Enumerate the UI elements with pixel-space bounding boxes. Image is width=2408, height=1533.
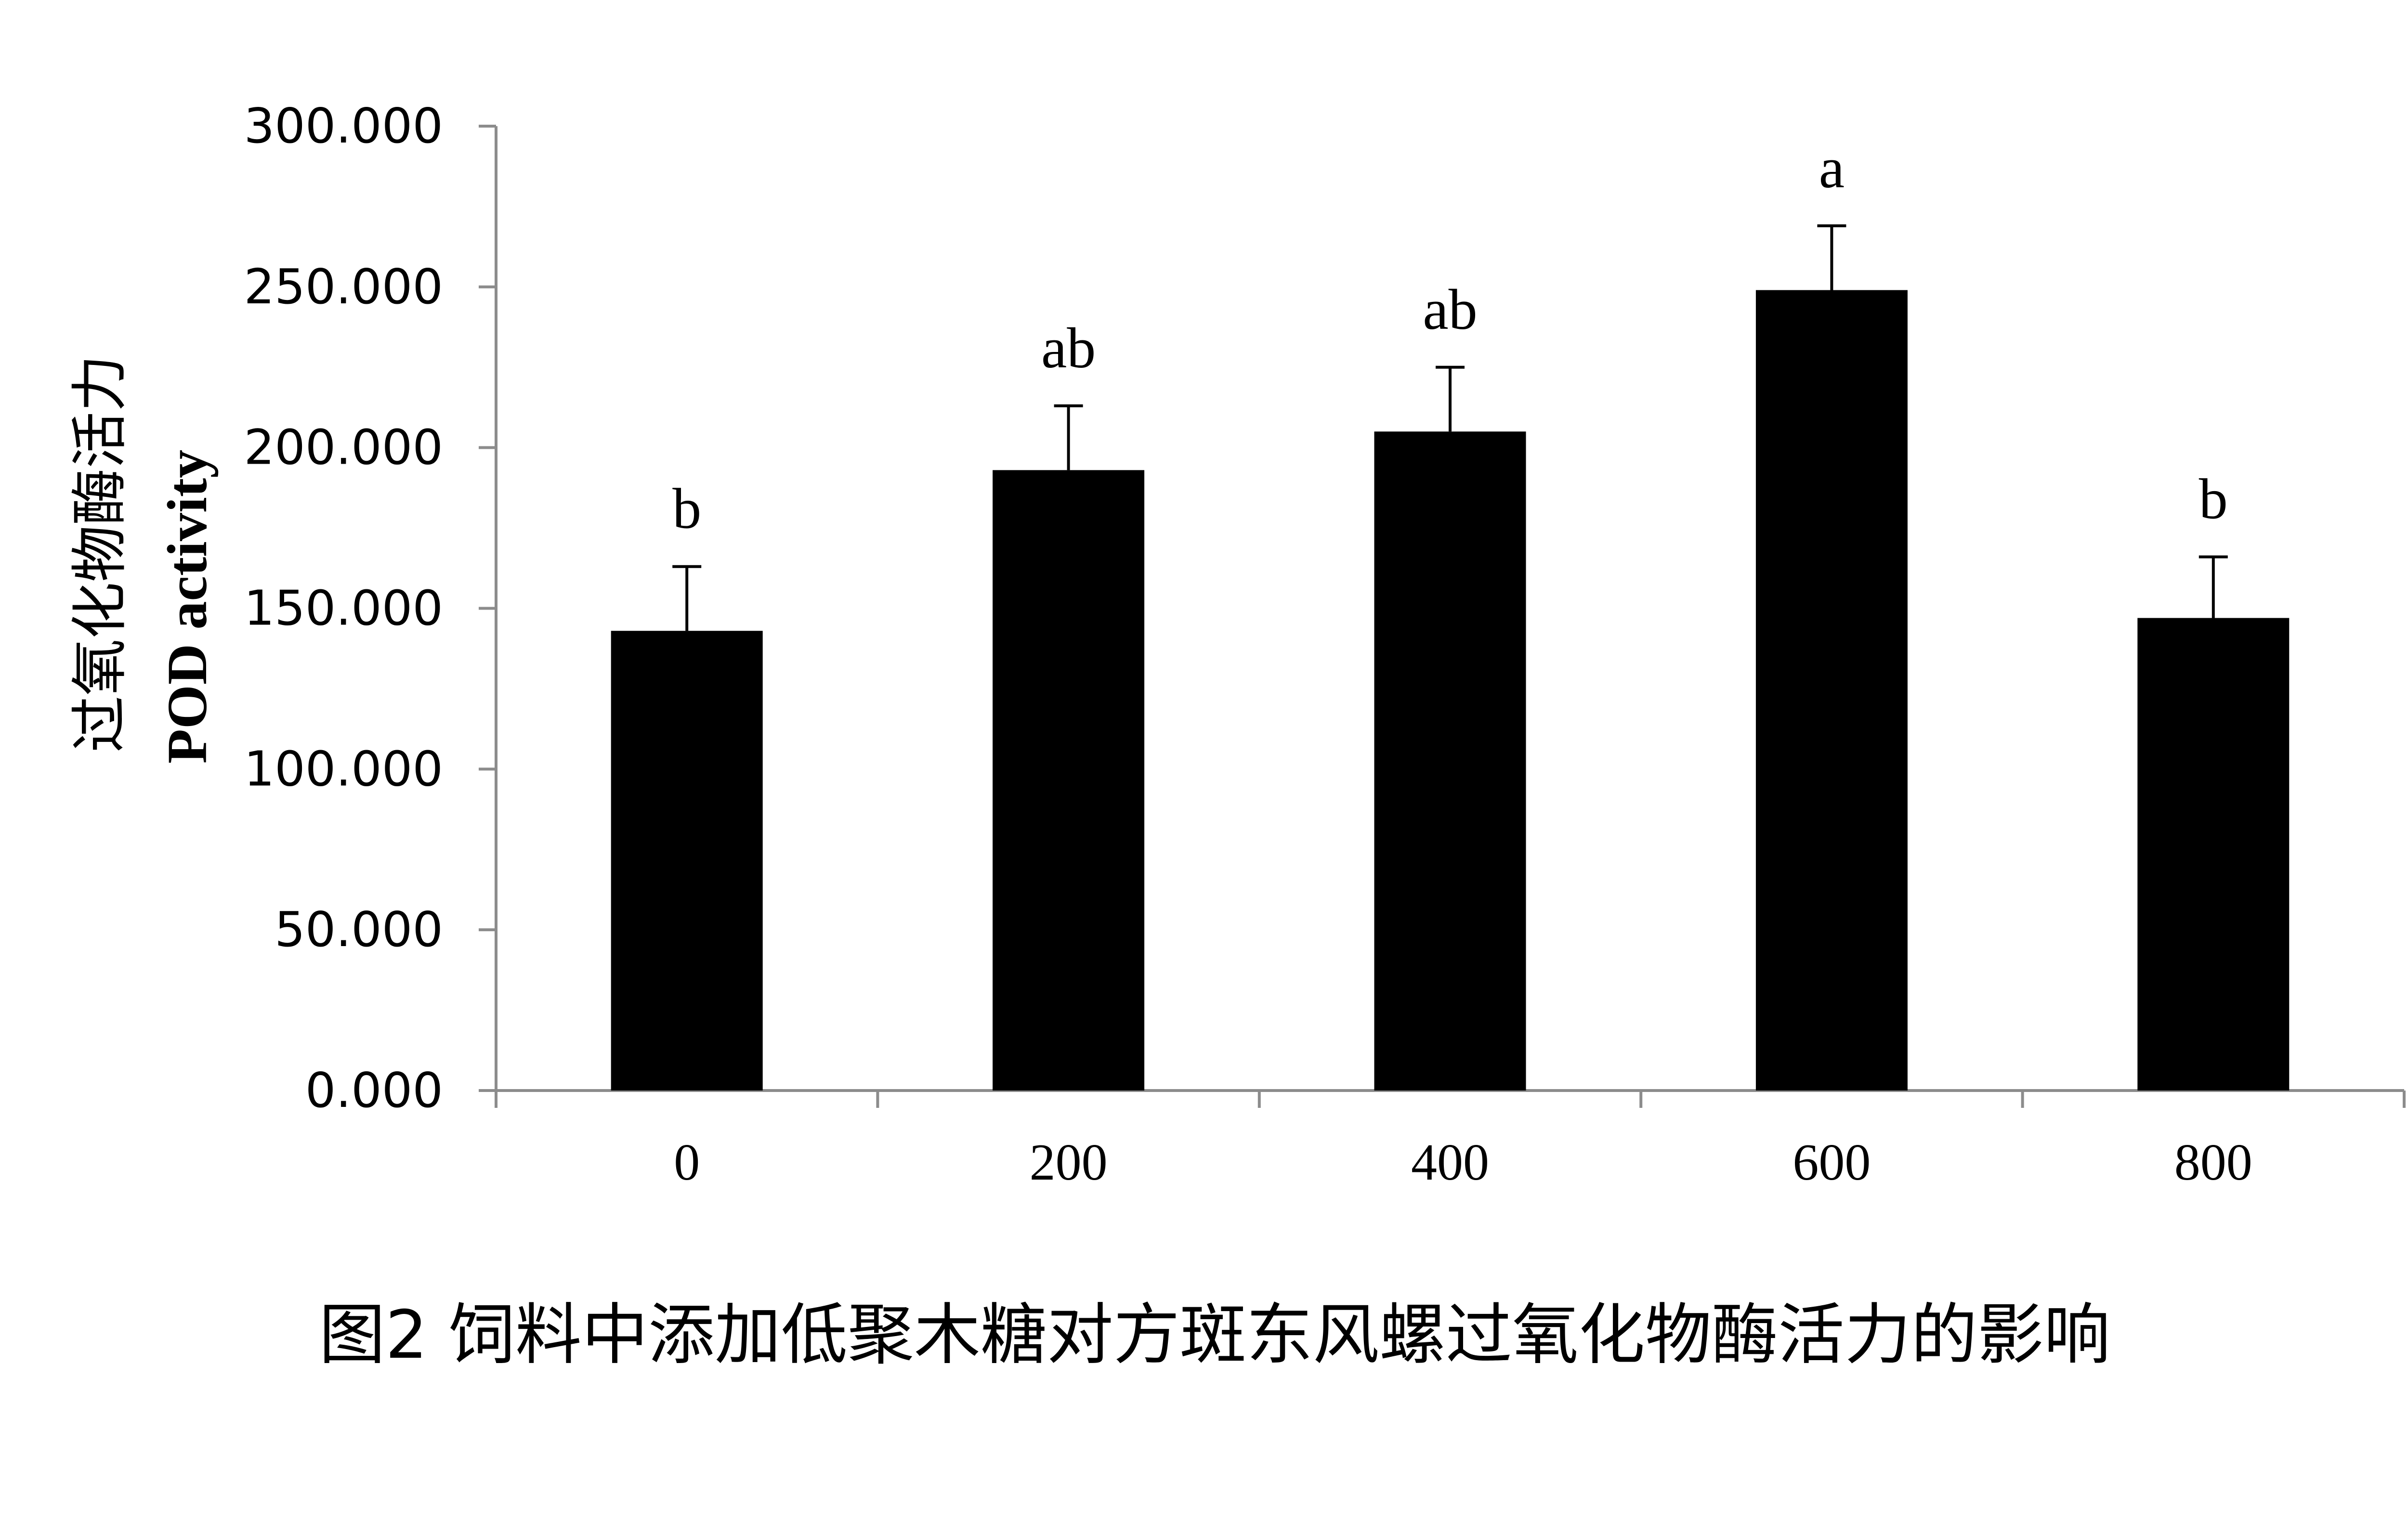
x-tick-label: 600 <box>1793 1134 1871 1191</box>
x-tick-label: 0 <box>674 1134 700 1191</box>
y-tick-label: 50.000 <box>275 901 443 958</box>
y-tick-label: 200.000 <box>244 419 443 476</box>
significance-label: b <box>2199 467 2228 531</box>
significance-label: ab <box>1423 277 1477 341</box>
x-tick-label: 200 <box>1030 1134 1108 1191</box>
y-tick-label: 150.000 <box>244 580 443 637</box>
y-tick-label: 100.000 <box>244 741 443 797</box>
bar <box>1374 431 1526 1091</box>
x-tick-label: 400 <box>1411 1134 1489 1191</box>
figure-caption: 图2 饲料中添加低聚木糖对方斑东风螺过氧化物酶活力的影响 <box>319 1296 2110 1374</box>
y-axis-title: 过氧化物酶活力 POD activity <box>66 355 219 764</box>
y-axis-title-english: POD activity <box>156 450 219 764</box>
significance-label: ab <box>1041 316 1096 380</box>
bar <box>611 631 763 1091</box>
y-tick-label: 250.000 <box>244 259 443 315</box>
y-tick-label: 0.000 <box>305 1062 443 1118</box>
bar <box>993 470 1145 1091</box>
significance-label: a <box>1819 136 1845 200</box>
y-axis-title-chinese: 过氧化物酶活力 <box>66 355 133 753</box>
bar <box>1755 290 1908 1091</box>
x-axis: 0 200 400 600 800 <box>495 1089 2406 1191</box>
x-tick-label: 800 <box>2174 1134 2252 1191</box>
bar <box>2137 618 2290 1091</box>
y-tick-label: 300.000 <box>244 98 443 154</box>
y-axis: 0.000 50.000 100.000 150.000 200.000 250.000 3… <box>244 98 497 1118</box>
significance-label: b <box>672 477 701 541</box>
